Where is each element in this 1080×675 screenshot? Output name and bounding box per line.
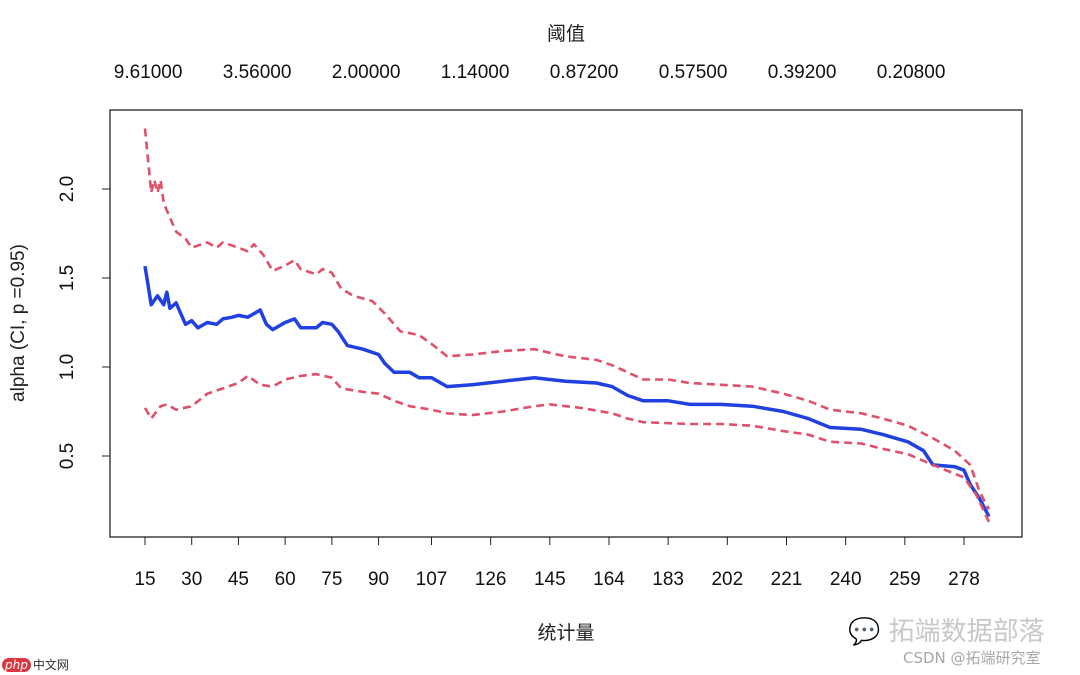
x-tick-label: 145	[534, 569, 566, 590]
y-tick-label: 1.0	[57, 354, 78, 380]
x-tick-label: 202	[711, 569, 743, 590]
y-tick-label: 0.5	[57, 443, 78, 469]
series-estimate-line	[143, 265, 991, 518]
watermark-brand-text: 拓端数据部落	[888, 617, 1045, 647]
y-axis-label: alpha (CI, p =0.95)	[8, 244, 29, 402]
x-tick-label: 126	[475, 569, 507, 590]
series-lower-ci-line	[143, 372, 991, 523]
series-upper-ci-line	[143, 128, 991, 511]
top-axis-label: 0.57500	[659, 62, 728, 83]
y-tick-label: 2.0	[57, 176, 78, 202]
x-tick-label: 75	[321, 569, 342, 590]
x-tick-label: 45	[228, 569, 249, 590]
top-axis-label: 0.39200	[768, 62, 837, 83]
top-axis-label: 0.87200	[550, 62, 619, 83]
x-tick-label: 30	[181, 569, 202, 590]
top-axis-title: 阈值	[547, 23, 585, 45]
top-axis-label: 0.20800	[877, 62, 946, 83]
x-tick-label: 183	[652, 569, 684, 590]
plot-frame	[109, 109, 1023, 538]
x-tick-label: 107	[416, 569, 448, 590]
watermark-credit: CSDN @拓端研究室	[903, 649, 1041, 667]
x-tick-label: 60	[275, 569, 296, 590]
php-logo-badge: php	[2, 658, 31, 672]
php-logo-text: 中文网	[32, 658, 69, 672]
php-logo: php 中文网	[2, 656, 69, 673]
x-tick-label: 164	[593, 569, 625, 590]
y-tick-label: 1.5	[57, 265, 78, 291]
x-tick-label: 278	[948, 569, 980, 590]
x-tick-label: 259	[889, 569, 921, 590]
top-axis-label: 2.00000	[332, 62, 401, 83]
top-axis-label: 1.14000	[441, 62, 510, 83]
top-axis-label: 3.56000	[223, 62, 292, 83]
x-tick-label: 15	[134, 569, 155, 590]
x-axis-label: 统计量	[537, 622, 594, 644]
x-tick-label: 221	[771, 569, 803, 590]
top-axis-label: 9.61000	[114, 62, 183, 83]
x-tick-label: 90	[368, 569, 389, 590]
watermark-brand: 💬 拓端数据部落	[848, 611, 1045, 648]
wechat-icon: 💬	[848, 617, 881, 647]
x-tick-label: 240	[830, 569, 862, 590]
